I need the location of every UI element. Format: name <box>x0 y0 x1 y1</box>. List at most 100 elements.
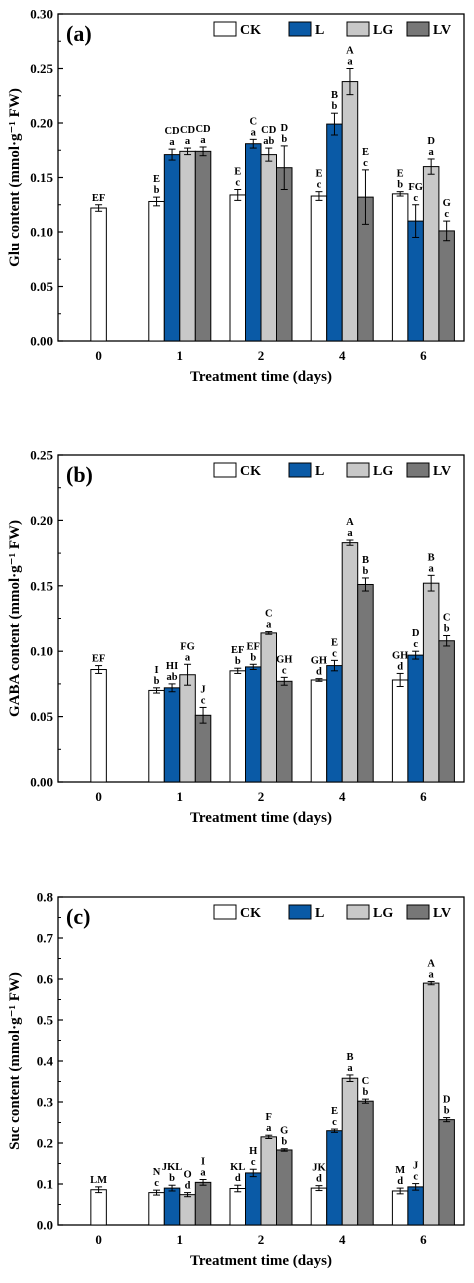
x-tick-label: 4 <box>339 1232 346 1247</box>
significance-label: b <box>332 101 338 112</box>
panel-label: (a) <box>66 21 92 46</box>
panel-label: (c) <box>66 904 90 929</box>
bar-ck <box>310 1187 328 1226</box>
significance-label: C <box>265 609 273 620</box>
significance-label: d <box>185 1181 191 1192</box>
significance-label: a <box>429 969 435 980</box>
significance-label: D <box>412 628 420 639</box>
significance-label: ab <box>263 136 274 147</box>
bar-l <box>245 1172 262 1226</box>
y-tick-label: 0.6 <box>37 972 54 987</box>
significance-label: c <box>235 177 240 188</box>
significance-label: CD <box>164 126 180 137</box>
y-tick-label: 0.00 <box>30 775 53 790</box>
bar-ck <box>229 194 246 342</box>
significance-label: a <box>347 1063 353 1074</box>
significance-label: N <box>153 1167 161 1178</box>
bar-ck <box>391 1190 409 1226</box>
bar-lg <box>260 632 277 783</box>
bar-lg <box>260 1136 277 1226</box>
significance-label: a <box>169 137 175 148</box>
y-tick-label: 0.8 <box>37 890 54 905</box>
y-tick-label: 0.15 <box>30 170 53 185</box>
y-tick-label: 0.00 <box>30 334 53 349</box>
significance-label: E <box>331 1106 338 1117</box>
significance-label: c <box>332 1117 337 1128</box>
significance-label: b <box>235 656 241 667</box>
significance-label: O <box>183 1170 191 1181</box>
significance-label: a <box>429 563 435 574</box>
bar-l <box>326 665 343 783</box>
chart-panel-2: 0.00 0.05 0.10 0.15 0.20 0.25 0 1 2 4 6 Treatment t… <box>7 448 465 826</box>
significance-label: d <box>397 661 403 672</box>
bar-lv <box>438 640 455 783</box>
bar-l <box>163 154 181 342</box>
y-tick-label: 0.7 <box>37 931 54 946</box>
significance-label: I <box>201 1156 205 1167</box>
significance-label: c <box>444 209 449 220</box>
significance-label: E <box>362 147 369 158</box>
bar-lg <box>341 542 359 783</box>
significance-label: C <box>249 116 257 127</box>
x-axis-title: Treatment time (days) <box>190 1253 332 1269</box>
significance-label: HI <box>166 661 178 672</box>
significance-label: a <box>429 147 435 158</box>
legend-label-l: L <box>315 23 324 38</box>
bar-lv <box>357 583 374 783</box>
bar-ck <box>391 679 409 783</box>
bar-ck <box>148 200 165 342</box>
significance-label: C <box>443 613 451 624</box>
bar-lg <box>422 982 440 1226</box>
significance-label: CD <box>180 125 196 136</box>
bar-lg <box>422 582 440 783</box>
significance-label: FG <box>408 182 423 193</box>
y-axis-title: Suc content (mmol·g⁻¹ FW) <box>7 972 23 1150</box>
significance-label: a <box>200 135 206 146</box>
bar-ck <box>148 1192 165 1226</box>
significance-label: a <box>185 136 191 147</box>
significance-label: b <box>154 676 160 687</box>
y-tick-label: 0.30 <box>30 7 53 22</box>
bar-l <box>407 654 424 783</box>
significance-label: FG <box>180 641 195 652</box>
significance-label: J <box>200 684 205 695</box>
significance-label: B <box>346 1052 353 1063</box>
bar-ck <box>391 193 409 342</box>
bar-lv <box>276 167 293 342</box>
significance-label: b <box>169 1173 175 1184</box>
significance-label: c <box>413 193 418 204</box>
legend-label-ck: CK <box>240 906 261 921</box>
significance-label: a <box>347 57 353 68</box>
significance-label: a <box>185 652 191 663</box>
legend-swatch-ck <box>213 462 237 478</box>
significance-label: EF <box>231 645 244 656</box>
significance-label: EF <box>92 654 105 665</box>
y-tick-label: 0.10 <box>30 644 53 659</box>
legend-label-lg: LG <box>373 906 393 921</box>
x-axis-title: Treatment time (days) <box>190 810 332 826</box>
y-tick-label: 0.05 <box>30 709 53 724</box>
legend-label-lv: LV <box>433 464 451 479</box>
x-tick-label: 0 <box>95 1232 102 1247</box>
bar-lv <box>438 230 455 342</box>
x-tick-label: 2 <box>258 1232 265 1247</box>
significance-label: D <box>280 123 288 134</box>
significance-label: d <box>397 1176 403 1187</box>
bar-lg <box>179 1194 196 1226</box>
bar-l <box>326 1130 343 1226</box>
y-tick-label: 0.1 <box>37 1177 53 1192</box>
significance-label: G <box>280 1126 288 1137</box>
significance-label: b <box>281 134 287 145</box>
significance-label: B <box>428 552 435 563</box>
legend-label-lg: LG <box>373 23 393 38</box>
legend-label-lg: LG <box>373 464 393 479</box>
legend-label-ck: CK <box>240 464 261 479</box>
significance-label: c <box>154 1178 159 1189</box>
x-tick-label: 6 <box>420 348 427 363</box>
significance-label: M <box>395 1165 405 1176</box>
legend-swatch-ck <box>213 21 237 37</box>
significance-label: d <box>316 667 322 678</box>
bar-l <box>245 143 262 342</box>
y-axis-title: GABA content (mmol·g⁻¹ FW) <box>7 520 23 717</box>
bar-ck <box>90 207 107 342</box>
